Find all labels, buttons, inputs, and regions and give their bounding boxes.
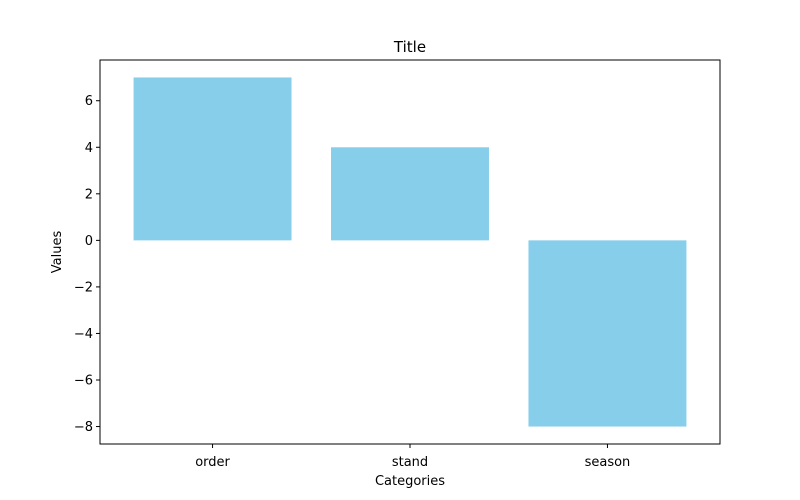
y-tick-label: −6: [74, 374, 93, 389]
bars-layer: [133, 77, 687, 427]
bar-order: [133, 77, 292, 241]
x-tick-label: season: [585, 455, 631, 470]
x-tick-label: order: [195, 455, 230, 470]
y-tick-label: 6: [85, 94, 93, 109]
x-tick-label: stand: [392, 455, 428, 470]
bar-stand: [331, 147, 489, 241]
y-tick-label: −2: [74, 280, 93, 295]
x-axis: order stand season: [195, 444, 630, 470]
y-tick-label: 0: [85, 234, 93, 249]
chart-title: Title: [393, 38, 426, 56]
y-tick-label: −8: [74, 420, 93, 435]
bar-season: [528, 240, 687, 427]
y-tick-label: 2: [85, 187, 93, 202]
plot-frame: [99, 59, 721, 445]
y-tick-label: −4: [74, 327, 93, 342]
y-axis: −8 −6 −4 −2 0 2 4 6: [74, 94, 100, 435]
y-tick-label: 4: [85, 141, 93, 156]
y-axis-title: Values: [50, 231, 65, 274]
x-axis-title: Categories: [375, 474, 445, 489]
